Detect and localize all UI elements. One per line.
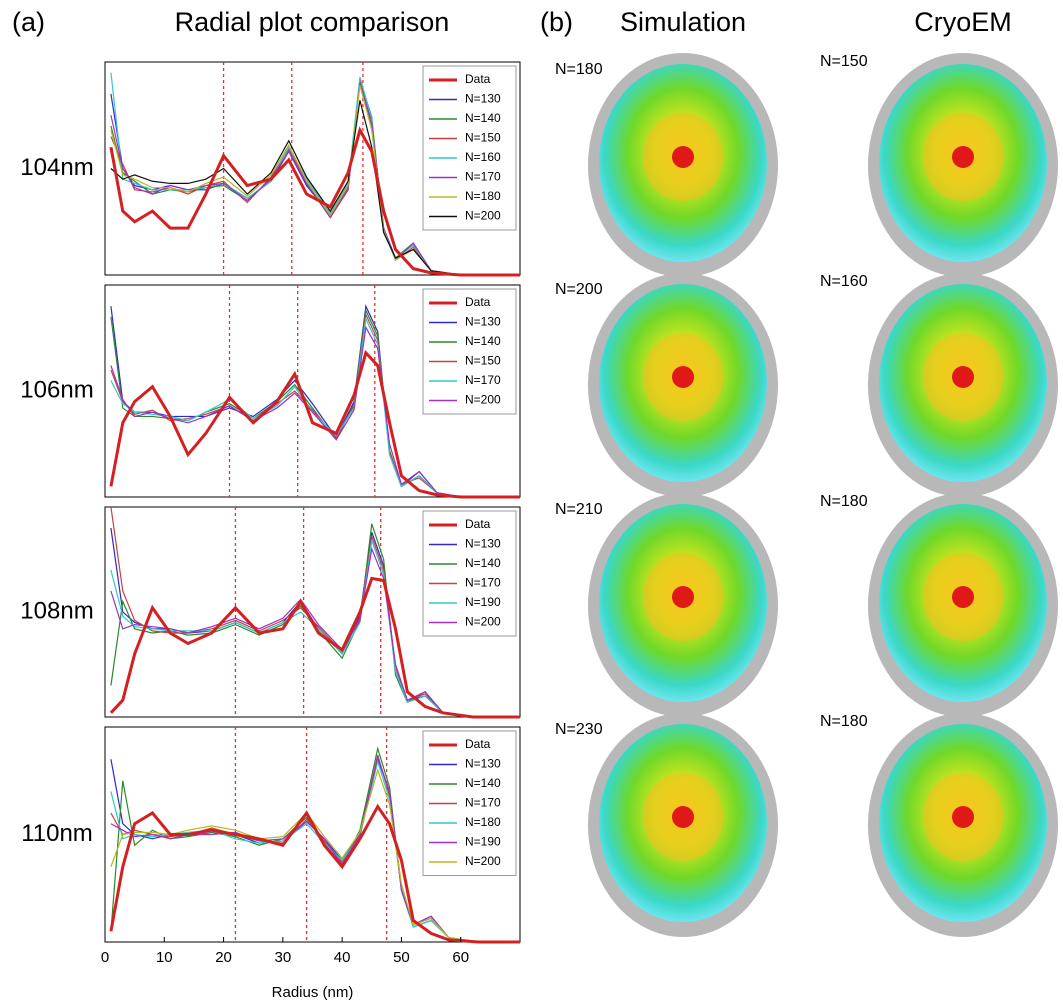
legend-box	[422, 510, 517, 637]
column-title: Simulation	[620, 7, 746, 37]
panel-title: Radial plot comparison	[175, 7, 450, 37]
capsid-center	[952, 146, 974, 168]
x-tick-label: 60	[452, 949, 469, 966]
series-line	[110, 85, 520, 276]
legend-label: N=130	[465, 757, 501, 771]
series-line	[109, 349, 520, 499]
structure-label: N=230	[555, 721, 603, 738]
structure-label: N=180	[820, 493, 868, 510]
row-label: 110nm	[21, 820, 93, 847]
series-line	[110, 546, 520, 718]
structure-label: N=180	[820, 713, 868, 730]
x-tick-label: 10	[156, 949, 173, 966]
series-line	[110, 759, 520, 943]
structure-label: N=160	[820, 273, 868, 290]
legend-label: N=150	[465, 131, 501, 145]
legend-label: N=170	[465, 170, 501, 184]
structure-label: N=200	[555, 281, 603, 298]
x-tick-label: 30	[275, 949, 292, 966]
legend-box	[422, 288, 517, 415]
capsid-center	[952, 366, 974, 388]
legend-label: Data	[465, 737, 491, 751]
legend-label: N=140	[465, 776, 501, 790]
legend-label: N=130	[465, 92, 501, 106]
legend-label: N=160	[465, 150, 501, 164]
series-line	[109, 803, 520, 944]
capsid-center	[952, 806, 974, 828]
series-line	[109, 576, 520, 719]
legend-label: N=130	[465, 537, 501, 551]
panel-label: (b)	[540, 7, 573, 37]
capsid-center	[672, 146, 694, 168]
x-tick-label: 0	[101, 949, 109, 966]
legend-label: N=200	[465, 854, 501, 868]
legend-label: N=190	[465, 595, 501, 609]
x-tick-label: 20	[215, 949, 232, 966]
row-label: 106nm	[20, 376, 93, 403]
legend-label: N=170	[465, 373, 501, 387]
legend-label: N=150	[465, 354, 501, 368]
capsid-center	[672, 366, 694, 388]
series-line	[110, 768, 520, 943]
legend-label: N=140	[465, 556, 501, 570]
x-tick-label: 50	[393, 949, 410, 966]
capsid-center	[672, 586, 694, 608]
legend-label: N=130	[465, 315, 501, 329]
row-label: 104nm	[20, 154, 93, 181]
x-tick-label: 40	[334, 949, 351, 966]
legend-label: N=200	[465, 393, 501, 407]
series-line	[109, 126, 520, 277]
legend-label: N=140	[465, 334, 501, 348]
legend-label: N=170	[465, 796, 501, 810]
legend-label: N=180	[465, 189, 501, 203]
structure-label: N=210	[555, 501, 603, 518]
series-line	[110, 100, 520, 276]
legend-label: N=140	[465, 111, 501, 125]
structure-label: N=180	[555, 61, 603, 78]
legend-label: N=200	[465, 615, 501, 629]
x-axis-label: Radius (nm)	[272, 984, 354, 1001]
legend-label: N=200	[465, 209, 501, 223]
row-label: 108nm	[20, 597, 93, 624]
capsid-center	[672, 806, 694, 828]
legend-label: N=180	[465, 815, 501, 829]
column-title: CryoEM	[914, 7, 1012, 37]
panel-label: (a)	[12, 7, 45, 37]
legend-label: Data	[465, 295, 491, 309]
series-line	[110, 304, 520, 498]
legend-label: Data	[465, 72, 491, 86]
legend-box	[422, 65, 517, 231]
legend-label: Data	[465, 517, 491, 531]
structure-label: N=150	[820, 53, 868, 70]
legend-label: N=190	[465, 835, 501, 849]
capsid-center	[952, 586, 974, 608]
series-line	[110, 83, 520, 276]
legend-label: N=170	[465, 576, 501, 590]
